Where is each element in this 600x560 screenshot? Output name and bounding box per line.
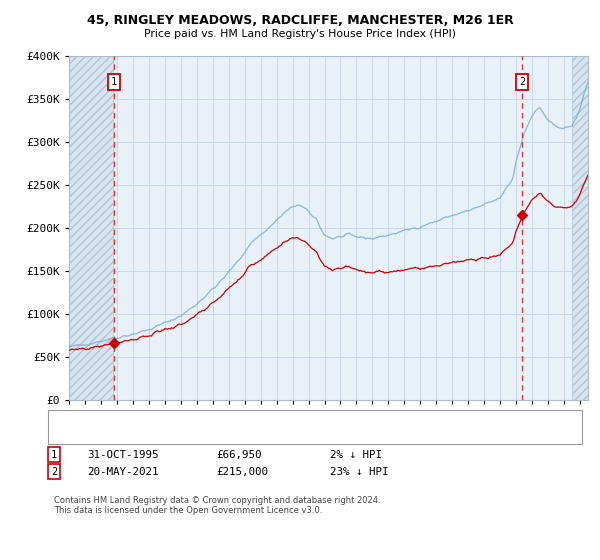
Text: 45, RINGLEY MEADOWS, RADCLIFFE, MANCHESTER, M26 1ER: 45, RINGLEY MEADOWS, RADCLIFFE, MANCHEST… [86,14,514,27]
Text: 2% ↓ HPI: 2% ↓ HPI [330,450,382,460]
Text: ——: —— [63,410,81,424]
Text: Price paid vs. HM Land Registry's House Price Index (HPI): Price paid vs. HM Land Registry's House … [144,29,456,39]
Text: 1: 1 [51,450,57,460]
Text: 23% ↓ HPI: 23% ↓ HPI [330,466,389,477]
Text: 2: 2 [51,466,57,477]
Text: Contains HM Land Registry data © Crown copyright and database right 2024.
This d: Contains HM Land Registry data © Crown c… [54,496,380,515]
Text: 45, RINGLEY MEADOWS, RADCLIFFE, MANCHESTER, M26 1ER (detached house): 45, RINGLEY MEADOWS, RADCLIFFE, MANCHEST… [93,413,468,422]
Bar [572,56,588,400]
Text: £66,950: £66,950 [216,450,262,460]
Text: 20-MAY-2021: 20-MAY-2021 [87,466,158,477]
Text: 2: 2 [519,77,526,87]
Bar [69,56,113,400]
Text: 1: 1 [111,77,118,87]
Text: £215,000: £215,000 [216,466,268,477]
Text: ——: —— [63,427,81,441]
Text: 31-OCT-1995: 31-OCT-1995 [87,450,158,460]
Text: HPI: Average price, detached house, Bolton: HPI: Average price, detached house, Bolt… [93,430,299,438]
